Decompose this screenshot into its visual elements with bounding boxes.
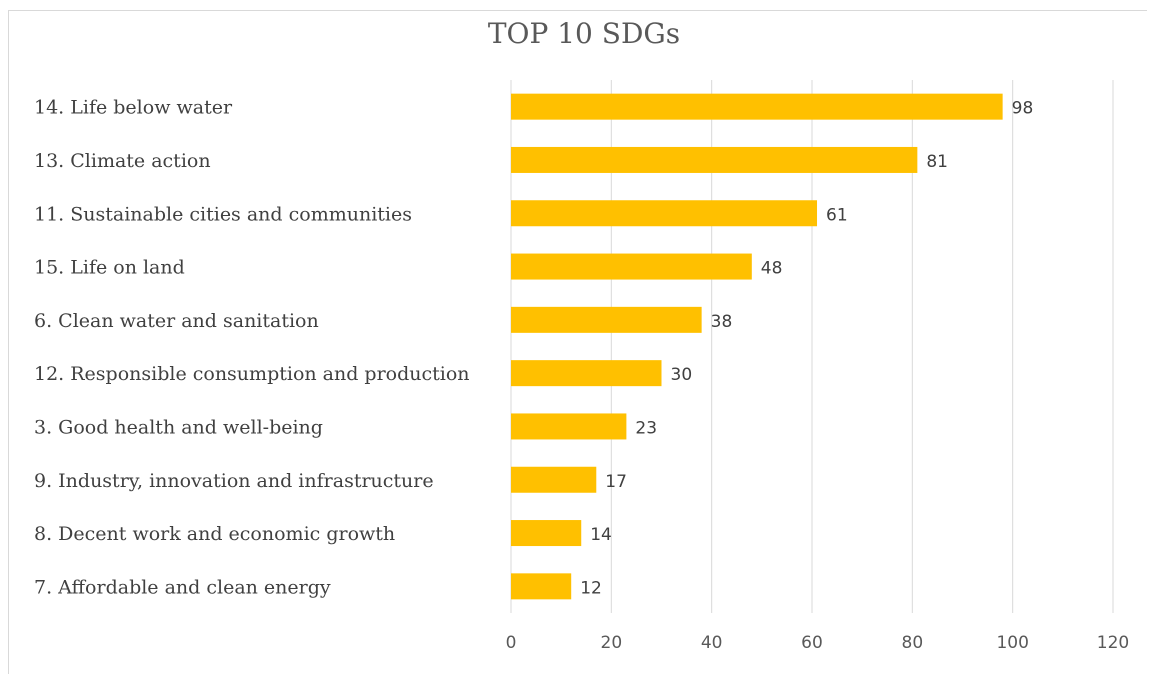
data-label: 98 (1012, 99, 1034, 119)
bars (511, 93, 1003, 600)
bar (511, 200, 818, 227)
chart-title: TOP 10 SDGs (488, 17, 680, 50)
x-tick-label: 80 (902, 633, 924, 653)
bar (511, 466, 597, 493)
chart-frame (8, 10, 1147, 674)
category-label: 9. Industry, innovation and infrastructu… (34, 470, 434, 492)
data-label: 23 (635, 418, 657, 438)
bar (511, 253, 752, 280)
category-label: 11. Sustainable cities and communities (34, 203, 412, 225)
data-labels: 98 81 61 48 38 30 23 17 14 12 (580, 99, 1033, 599)
x-tick-label: 100 (996, 633, 1028, 653)
bar (511, 360, 662, 387)
bar (511, 306, 702, 333)
data-label: 12 (580, 578, 602, 598)
data-label: 61 (826, 205, 848, 225)
x-tick-label: 40 (701, 633, 723, 653)
bar (511, 573, 572, 600)
category-label: 3. Good health and well-being (34, 416, 323, 438)
x-tick-label: 60 (801, 633, 823, 653)
category-labels: 14. Life below water 13. Climate action 11… (34, 97, 470, 599)
category-label: 12. Responsible consumption and producti… (34, 363, 470, 385)
bar (511, 520, 582, 547)
data-label: 81 (926, 152, 948, 172)
x-tick-label: 20 (601, 633, 623, 653)
data-label: 38 (711, 312, 733, 332)
bar (511, 413, 627, 440)
category-label: 7. Affordable and clean energy (34, 576, 331, 598)
category-label: 14. Life below water (34, 97, 233, 119)
category-label: 15. Life on land (34, 257, 185, 279)
x-tick-label: 120 (1097, 633, 1129, 653)
bar (511, 93, 1003, 120)
data-label: 48 (761, 259, 783, 279)
category-label: 6. Clean water and sanitation (34, 310, 319, 332)
x-tick-label: 0 (506, 633, 517, 653)
data-label: 14 (590, 525, 612, 545)
data-label: 30 (671, 365, 693, 385)
category-label: 8. Decent work and economic growth (34, 523, 395, 545)
data-label: 17 (605, 472, 627, 492)
category-label: 13. Climate action (34, 150, 211, 172)
x-axis-ticks: 0 20 40 60 80 100 120 (506, 633, 1130, 653)
bar (511, 146, 918, 173)
